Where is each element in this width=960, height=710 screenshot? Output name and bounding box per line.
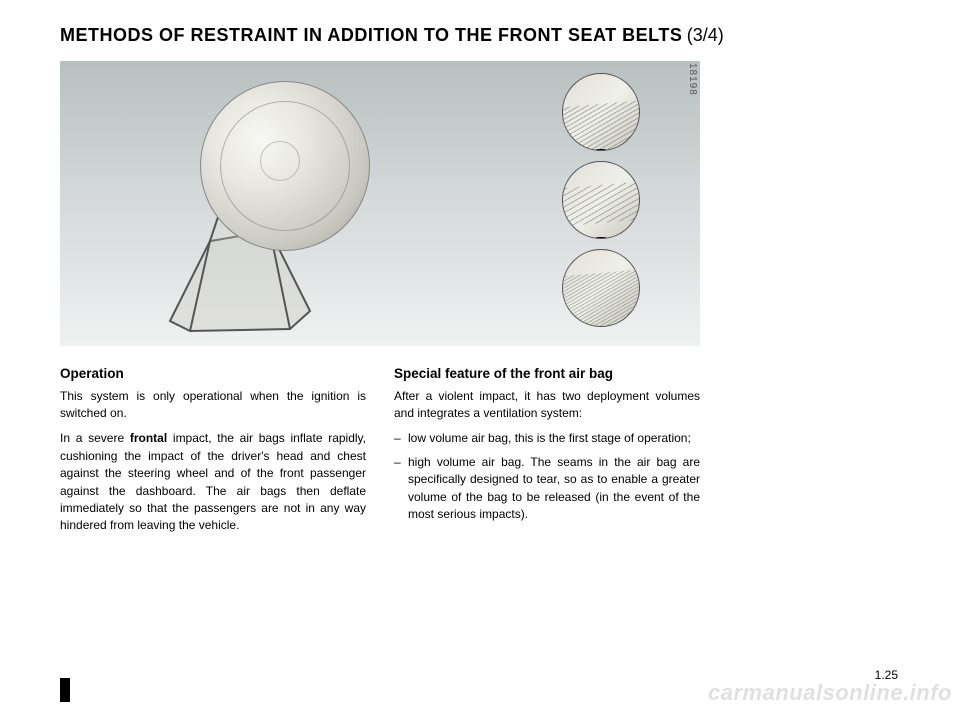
operation-p2-bold: frontal (130, 431, 167, 445)
section-tab-mark (60, 678, 70, 702)
airbag-illustration: 18198 (60, 61, 700, 346)
seam-detail-1 (562, 73, 640, 151)
operation-heading: Operation (60, 364, 366, 384)
side-tab (954, 130, 960, 162)
page-title-row: METHODS OF RESTRAINT IN ADDITION TO THE … (60, 25, 900, 46)
watermark: carmanualsonline.info (708, 680, 952, 706)
column-right: Special feature of the front air bag Aft… (394, 364, 700, 543)
special-feature-li2: high volume air bag. The seams in the ai… (394, 454, 700, 524)
column-left: Operation This system is only operationa… (60, 364, 366, 543)
operation-p2: In a severe frontal impact, the air bags… (60, 430, 366, 534)
operation-p2-post: impact, the air bags inflate rapidly, cu… (60, 431, 366, 532)
operation-p2-pre: In a severe (60, 431, 130, 445)
special-feature-li1: low volume air bag, this is the first st… (394, 430, 700, 447)
illustration-code: 18198 (687, 63, 698, 96)
text-columns: Operation This system is only operationa… (60, 364, 700, 543)
special-feature-list: low volume air bag, this is the first st… (394, 430, 700, 523)
special-feature-p1: After a violent impact, it has two deplo… (394, 388, 700, 423)
seam-detail-2 (562, 161, 640, 239)
special-feature-heading: Special feature of the front air bag (394, 364, 700, 384)
seam-detail-circles (562, 73, 640, 337)
page-title: METHODS OF RESTRAINT IN ADDITION TO THE … (60, 25, 682, 45)
seam-detail-3 (562, 249, 640, 327)
operation-p1: This system is only operational when the… (60, 388, 366, 423)
page-title-part: (3/4) (687, 25, 724, 45)
